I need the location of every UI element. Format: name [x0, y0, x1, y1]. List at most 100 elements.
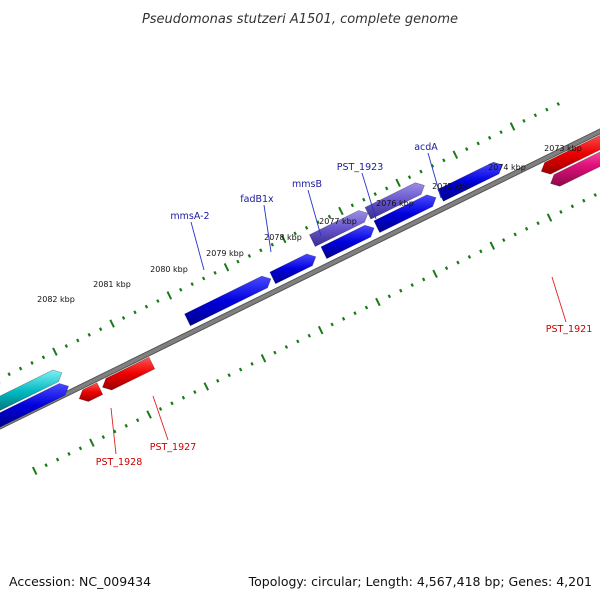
forward-gene-label: mmsA-2 [170, 211, 209, 222]
scale-tick [353, 311, 357, 316]
scale-tick [489, 241, 496, 250]
scale-tick [513, 232, 517, 237]
gene-labels: mmsA-2 fadB1x mmsB PST_1923 acdA PST_1921 PST_… [96, 142, 593, 468]
scale-tick [109, 319, 115, 328]
kbp-scale-label: 2074 kbp [488, 163, 526, 172]
kbp-scale-label: 2075 kbp [432, 182, 470, 191]
scale-tick [76, 338, 80, 343]
scale-tick [487, 135, 492, 140]
scale-tick [87, 332, 91, 337]
forward-gene-label: mmsB [292, 179, 322, 190]
scale-tick [170, 401, 174, 406]
scale-tick [260, 354, 267, 363]
scale-tick [190, 282, 194, 287]
scale-tick [509, 122, 516, 131]
gene-arrow-forward [0, 383, 69, 428]
label-leader-line [427, 152, 442, 199]
scale-tick [350, 203, 355, 208]
accession-text: Accession: NC_009434 [9, 574, 151, 589]
scale-tick [476, 141, 480, 146]
scale-tick [273, 350, 277, 355]
gene-arrow-mmsB [320, 224, 375, 259]
label-leader-line [361, 172, 377, 220]
gene-arrow-PST_1921-a [540, 134, 600, 175]
scale-tick [158, 407, 163, 411]
backbone-line [0, 129, 600, 429]
scale-tick [524, 226, 529, 231]
map-title: Pseudomonas stutzeri A1501, complete gen… [142, 12, 458, 27]
scale-tick [124, 423, 128, 428]
reverse-gene-label: PST_1921 [546, 324, 593, 335]
scale-tick [419, 169, 423, 174]
scale-tick [373, 192, 377, 196]
scale-tick [399, 288, 403, 293]
scale-tick [307, 333, 311, 338]
scale-tick [121, 315, 126, 320]
scale-tick [444, 266, 449, 271]
scale-tick [284, 345, 289, 349]
scale-tick [545, 107, 549, 112]
scale-tick [479, 249, 483, 254]
label-leader-line [190, 221, 205, 271]
gene-arrow-highlight-2 [364, 182, 425, 220]
forward-gene-label: fadB1x [240, 194, 274, 205]
kbp-scale-label: 2079 kbp [206, 249, 244, 258]
scale-tick [67, 452, 71, 456]
genome-backbone [0, 128, 600, 430]
scale-tick [144, 304, 149, 309]
scale-tick [203, 382, 210, 391]
scale-tick [522, 118, 526, 123]
scale-tick [18, 366, 23, 371]
scale-tick [7, 372, 11, 377]
genome-summary-text: Topology: circular; Length: 4,567,418 bp… [248, 574, 592, 589]
gene-track [0, 134, 600, 428]
scale-tick [317, 325, 324, 335]
scale-tick [499, 130, 503, 135]
scale-tick [31, 466, 38, 476]
gene-arrow-mmsA-2 [184, 275, 272, 327]
scale-tick [52, 347, 58, 356]
forward-gene-label: PST_1923 [337, 162, 384, 173]
scale-tick [146, 410, 152, 419]
scale-tick [181, 395, 186, 400]
scale-tick [156, 299, 160, 303]
scale-tick [327, 214, 332, 219]
scale-tick [395, 178, 401, 188]
reverse-scale-ticks [31, 193, 597, 476]
gene-arrow-PST_1928 [78, 382, 104, 402]
scale-tick [101, 435, 106, 439]
gene-arrow-PST_1921 [550, 151, 600, 187]
scale-tick [452, 150, 459, 159]
label-leader-line [263, 204, 272, 253]
scale-tick [44, 463, 48, 468]
scale-tick [113, 429, 117, 434]
scale-tick [78, 446, 83, 451]
scale-tick [193, 390, 197, 394]
scale-tick [556, 102, 560, 106]
scale-tick [338, 206, 344, 216]
scale-tick [296, 339, 300, 344]
scale-tick [227, 373, 231, 378]
scale-tick [179, 287, 183, 292]
label-leader-line [110, 407, 117, 455]
scale-tick [407, 175, 412, 180]
scale-tick [570, 204, 575, 209]
scale-tick [593, 193, 597, 197]
scale-tick [384, 186, 389, 191]
kbp-scale-label: 2073 kbp [544, 144, 582, 153]
scale-tick [98, 327, 103, 332]
scale-tick [166, 291, 173, 300]
scale-tick [270, 242, 274, 247]
scale-tick [223, 263, 230, 272]
scale-tick [293, 231, 297, 236]
scale-tick [89, 438, 95, 447]
gene-arrow-PST_1927 [102, 356, 156, 391]
scale-tick [41, 355, 46, 360]
scale-tick [304, 225, 309, 230]
label-leader-line [551, 276, 567, 323]
scale-tick [259, 248, 263, 253]
scale-tick [238, 367, 243, 372]
scale-tick [375, 297, 381, 307]
scale-tick [30, 361, 34, 365]
